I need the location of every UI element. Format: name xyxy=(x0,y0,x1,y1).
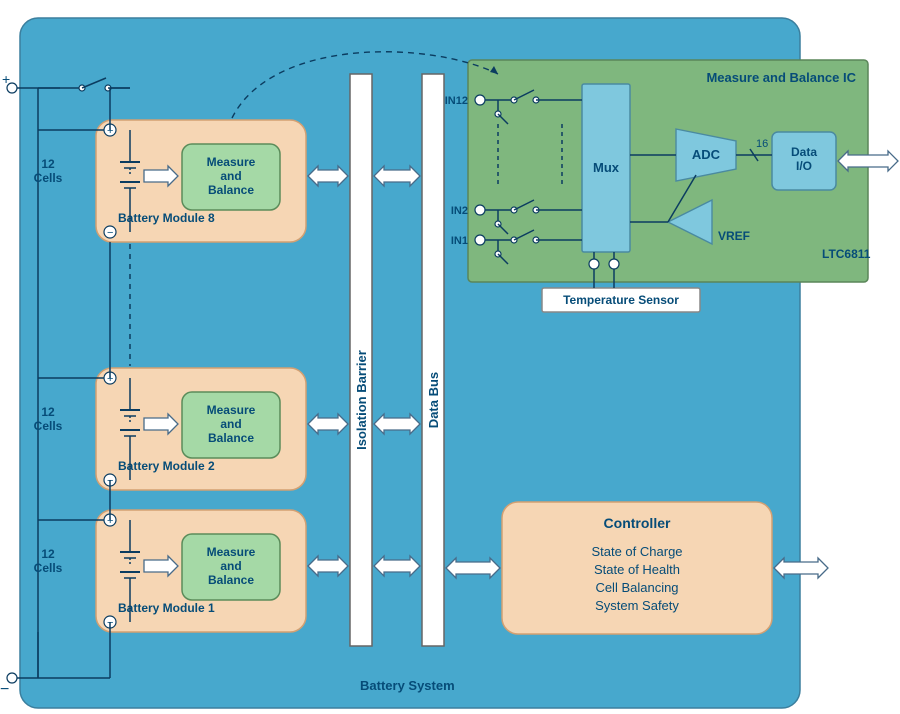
controller-line: State of Charge xyxy=(591,544,682,559)
ic-input-label: IN12 xyxy=(445,95,468,107)
module-title: Battery Module 2 xyxy=(118,459,215,473)
controller-line: State of Health xyxy=(594,562,680,577)
controller-title: Controller xyxy=(604,515,671,531)
module-title: Battery Module 8 xyxy=(118,211,215,225)
data-bus-label: Data Bus xyxy=(426,372,441,428)
isolation-barrier-label: Isolation Barrier xyxy=(354,350,369,450)
ic-input-label: IN2 xyxy=(451,205,468,217)
temperature-sensor-label: Temperature Sensor xyxy=(563,293,679,307)
data-bus xyxy=(422,74,444,646)
svg-text:−: − xyxy=(0,681,9,698)
module-title: Battery Module 1 xyxy=(118,601,215,615)
controller-line: Cell Balancing xyxy=(595,580,678,595)
ic-bus-width: 16 xyxy=(756,138,768,150)
ic-part-number: LTC6811 xyxy=(822,247,871,261)
ic-mux-label: Mux xyxy=(593,160,620,175)
battery-system-label: Battery System xyxy=(360,678,455,693)
svg-text:+: + xyxy=(2,71,10,87)
ic-title: Measure and Balance IC xyxy=(706,70,856,85)
ic-vref-label: VREF xyxy=(718,229,750,243)
ic-input-label: IN1 xyxy=(451,235,468,247)
arrow-controller-out xyxy=(774,558,828,578)
ic-adc-label: ADC xyxy=(692,147,721,162)
controller-line: System Safety xyxy=(595,598,679,613)
svg-text:−: − xyxy=(107,227,113,239)
